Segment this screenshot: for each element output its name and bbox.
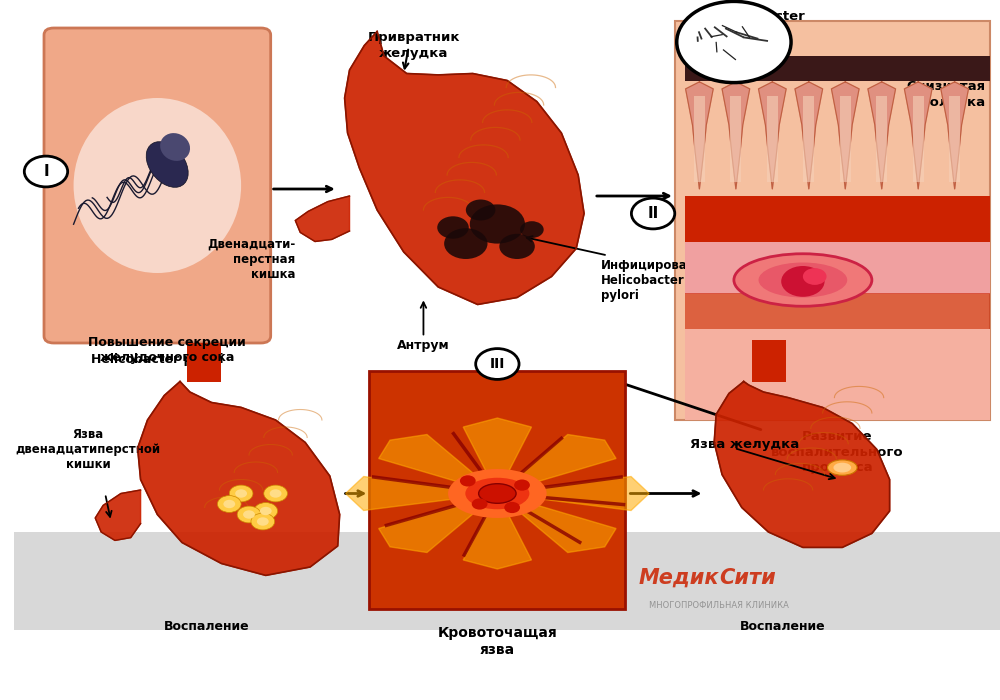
Text: Инфицирование
Helicobacter
pylori: Инфицирование Helicobacter pylori xyxy=(601,258,712,302)
Circle shape xyxy=(223,500,235,508)
Bar xyxy=(685,196,990,242)
Ellipse shape xyxy=(448,469,547,518)
Polygon shape xyxy=(868,82,896,189)
Text: Привратник
желудка: Привратник желудка xyxy=(367,32,460,60)
Polygon shape xyxy=(379,435,497,493)
Bar xyxy=(685,329,990,420)
Polygon shape xyxy=(497,435,616,493)
Bar xyxy=(675,21,990,420)
Text: Язва желудка: Язва желудка xyxy=(690,438,799,451)
Circle shape xyxy=(466,199,495,220)
Polygon shape xyxy=(295,196,350,242)
Text: Воспаление: Воспаление xyxy=(740,620,826,633)
Text: Двенадцати-
перстная
кишка: Двенадцати- перстная кишка xyxy=(207,237,295,281)
Circle shape xyxy=(270,489,282,498)
Bar xyxy=(369,371,625,609)
Text: Развитие
воспалительного
процесса: Развитие воспалительного процесса xyxy=(771,430,904,473)
Ellipse shape xyxy=(74,98,241,273)
Circle shape xyxy=(437,216,469,239)
Polygon shape xyxy=(497,477,649,510)
Polygon shape xyxy=(463,494,531,569)
Text: Helicobacter pylori: Helicobacter pylori xyxy=(91,354,224,367)
Circle shape xyxy=(460,475,476,486)
Circle shape xyxy=(243,510,255,519)
Polygon shape xyxy=(904,82,932,189)
Bar xyxy=(949,96,960,182)
Circle shape xyxy=(264,485,287,502)
Circle shape xyxy=(251,513,275,530)
Circle shape xyxy=(631,198,675,229)
Text: Антрум: Антрум xyxy=(397,340,450,353)
Text: II: II xyxy=(647,206,659,221)
Bar xyxy=(14,532,1000,630)
Bar xyxy=(752,340,786,382)
Bar xyxy=(767,96,778,182)
Bar xyxy=(876,96,887,182)
Text: Слизистая
оболочка: Слизистая оболочка xyxy=(906,80,985,108)
Polygon shape xyxy=(795,82,823,189)
Circle shape xyxy=(803,268,827,285)
Text: Медик: Медик xyxy=(639,568,719,587)
Text: Язва
двенадцатиперстной
кишки: Язва двенадцатиперстной кишки xyxy=(16,428,161,471)
Circle shape xyxy=(677,1,791,83)
Ellipse shape xyxy=(828,460,857,475)
Bar xyxy=(730,96,741,182)
Ellipse shape xyxy=(759,262,847,298)
Polygon shape xyxy=(95,490,141,540)
Circle shape xyxy=(476,349,519,379)
Circle shape xyxy=(520,221,544,238)
Ellipse shape xyxy=(734,254,872,307)
Ellipse shape xyxy=(479,484,516,503)
Bar xyxy=(694,96,705,182)
Polygon shape xyxy=(831,82,859,189)
Circle shape xyxy=(499,234,535,259)
Circle shape xyxy=(260,507,272,515)
Polygon shape xyxy=(379,494,497,552)
Bar xyxy=(803,96,814,182)
FancyBboxPatch shape xyxy=(44,28,271,343)
Circle shape xyxy=(235,489,247,498)
Polygon shape xyxy=(138,382,340,575)
Circle shape xyxy=(470,204,525,244)
Bar xyxy=(685,293,990,329)
Bar xyxy=(913,96,924,182)
Text: Кровоточащая
язва: Кровоточащая язва xyxy=(437,626,557,657)
Polygon shape xyxy=(497,494,616,552)
Circle shape xyxy=(229,485,253,502)
Ellipse shape xyxy=(833,463,851,473)
Text: МНОГОПРОФИЛЬНАЯ КЛИНИКА: МНОГОПРОФИЛЬНАЯ КЛИНИКА xyxy=(649,601,789,610)
Ellipse shape xyxy=(146,141,188,188)
Polygon shape xyxy=(346,477,497,510)
Polygon shape xyxy=(463,418,531,494)
Polygon shape xyxy=(941,82,968,189)
Text: Сити: Сити xyxy=(719,568,776,587)
Bar xyxy=(685,241,990,294)
Polygon shape xyxy=(714,382,890,547)
Circle shape xyxy=(257,517,269,526)
Polygon shape xyxy=(345,32,584,304)
Text: Helicobacter
pylori: Helicobacter pylori xyxy=(711,10,806,38)
Circle shape xyxy=(217,496,241,512)
Ellipse shape xyxy=(465,477,529,510)
Text: III: III xyxy=(490,357,505,371)
Circle shape xyxy=(254,503,278,519)
Ellipse shape xyxy=(160,133,190,161)
Text: Воспаление: Воспаление xyxy=(164,620,249,633)
Bar xyxy=(685,56,990,80)
Circle shape xyxy=(24,156,68,187)
Circle shape xyxy=(472,498,488,510)
Circle shape xyxy=(514,480,530,491)
Bar xyxy=(840,96,851,182)
Circle shape xyxy=(444,228,488,259)
Text: Повышение секреции
желудочного сока: Повышение секреции желудочного сока xyxy=(88,336,246,364)
Polygon shape xyxy=(759,82,786,189)
Circle shape xyxy=(781,266,825,297)
Text: I: I xyxy=(43,164,49,179)
Circle shape xyxy=(504,502,520,513)
Bar xyxy=(187,343,221,382)
Polygon shape xyxy=(686,82,713,189)
Circle shape xyxy=(237,506,261,523)
Polygon shape xyxy=(722,82,750,189)
